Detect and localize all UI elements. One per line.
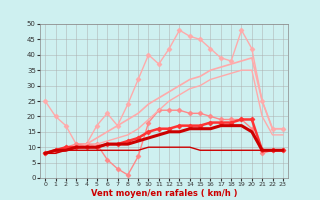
X-axis label: Vent moyen/en rafales ( km/h ): Vent moyen/en rafales ( km/h ) (91, 189, 237, 198)
